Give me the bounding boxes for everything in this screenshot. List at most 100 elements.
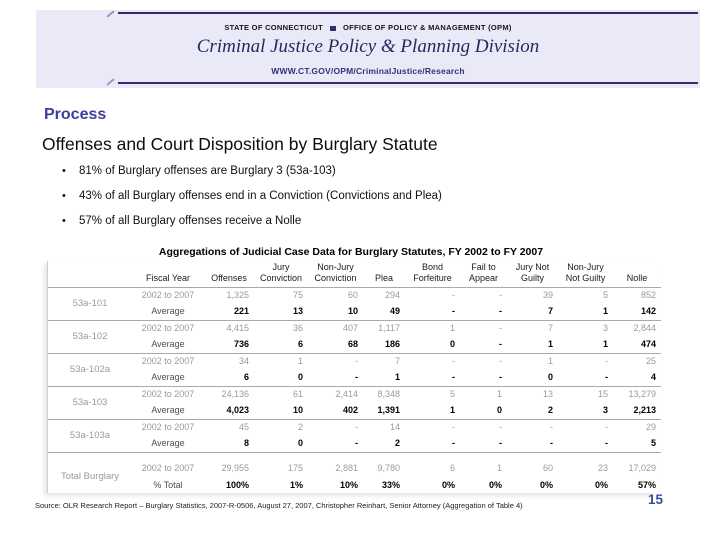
value-cell: - bbox=[605, 372, 608, 383]
value-cell: 13,279 bbox=[613, 385, 661, 403]
value-cell: 402 bbox=[342, 405, 358, 416]
spacer-row bbox=[48, 451, 661, 461]
column-header: Non-Jury Not Guilty bbox=[558, 261, 613, 288]
value-cell: 2 bbox=[394, 438, 400, 449]
value-cell: 1 bbox=[449, 405, 455, 416]
value-cell: 29 bbox=[613, 418, 661, 436]
value-cell: 1,117 bbox=[363, 319, 405, 337]
value-cell: 7 bbox=[547, 306, 553, 317]
value-cell: 8,348 bbox=[363, 385, 405, 403]
value-cell: 0% bbox=[488, 479, 502, 490]
value-cell: - bbox=[499, 306, 502, 317]
value-cell: 49 bbox=[389, 306, 400, 317]
division-url: WWW.CT.GOV/OPM/CriminalJustice/Research bbox=[271, 66, 465, 76]
page-number: 15 bbox=[648, 492, 664, 507]
fiscal-year-cell: Average bbox=[151, 339, 185, 350]
value-cell: - bbox=[355, 438, 358, 449]
value-cell: 14 bbox=[363, 418, 405, 436]
value-cell: 1 bbox=[254, 352, 308, 370]
header-bottom-rule bbox=[118, 82, 698, 84]
value-cell: 25 bbox=[613, 352, 661, 370]
value-cell: - bbox=[452, 290, 455, 300]
rule-ornament-icon bbox=[106, 78, 115, 86]
table-row: Average 4,023 10 402 1,391 1 0 2 3 2,213 bbox=[48, 403, 661, 420]
bullet-item: 43% of all Burglary offenses end in a Co… bbox=[60, 190, 442, 202]
value-cell: 0% bbox=[594, 479, 608, 490]
statute-cell: Total Burglary bbox=[60, 471, 120, 483]
value-cell: 1 bbox=[460, 385, 507, 403]
value-cell: 75 bbox=[292, 290, 303, 300]
value-cell: - bbox=[452, 372, 455, 383]
value-cell: 36 bbox=[254, 319, 308, 337]
value-cell: 1 bbox=[394, 372, 400, 383]
value-cell: 7 bbox=[363, 352, 405, 370]
value-cell: - bbox=[405, 418, 460, 436]
rule-ornament-icon bbox=[106, 10, 115, 18]
fiscal-year-cell: 2002 to 2007 bbox=[141, 463, 195, 474]
value-cell: 294 bbox=[384, 290, 400, 300]
agency-left-label: STATE OF CONNECTICUT bbox=[224, 23, 323, 32]
value-cell: 736 bbox=[233, 339, 249, 350]
source-note: Source: OLR Research Report – Burglary S… bbox=[35, 501, 523, 510]
fiscal-year-cell: Average bbox=[151, 372, 185, 383]
table-header: Fiscal Year Offenses Jury Conviction Non-Ju… bbox=[48, 261, 661, 288]
value-cell: 10% bbox=[339, 479, 358, 490]
fiscal-year-cell: Average bbox=[151, 405, 185, 416]
value-cell: 2 bbox=[547, 405, 553, 416]
bullet-item: 81% of Burglary offenses are Burglary 3 … bbox=[60, 165, 442, 177]
bullet-list: 81% of Burglary offenses are Burglary 3 … bbox=[60, 165, 442, 240]
fiscal-year-cell: 2002 to 2007 bbox=[132, 385, 204, 403]
value-cell: 10 bbox=[347, 306, 358, 317]
slide-title: Offenses and Court Disposition by Burgla… bbox=[42, 134, 438, 154]
value-cell: 6 bbox=[297, 339, 303, 350]
agency-line: STATE OF CONNECTICUT OFFICE OF POLICY & M… bbox=[36, 23, 700, 32]
value-cell: 57% bbox=[637, 479, 656, 490]
value-cell: 1 bbox=[547, 339, 553, 350]
table-row: 53a-103a 2002 to 2007 45 2-14- - - -29 bbox=[48, 418, 661, 453]
value-cell: 9,780 bbox=[377, 463, 400, 474]
statute-cell: 53a-103 bbox=[48, 385, 132, 420]
table-row: Average 6 0 - 1 - - 0 - 4 bbox=[48, 370, 661, 387]
value-cell: 1,391 bbox=[377, 405, 400, 416]
value-cell: 13 bbox=[292, 306, 303, 317]
value-cell: - bbox=[355, 372, 358, 383]
value-cell: - bbox=[507, 418, 558, 436]
value-cell: - bbox=[499, 290, 502, 300]
value-cell: 100% bbox=[225, 479, 249, 490]
value-cell: 1% bbox=[289, 479, 303, 490]
column-header: Plea bbox=[363, 261, 405, 288]
value-cell: 6 bbox=[449, 463, 455, 474]
value-cell: 0 bbox=[297, 372, 303, 383]
value-cell: - bbox=[558, 352, 613, 370]
fiscal-year-cell: % Total bbox=[153, 479, 183, 490]
value-cell: 45 bbox=[204, 418, 254, 436]
column-header bbox=[48, 261, 132, 288]
table-container: Fiscal Year Offenses Jury Conviction Non-Ju… bbox=[47, 261, 661, 494]
table-row: 53a-103 2002 to 2007 24,136 61 2,414 8,348 5 1 1… bbox=[48, 385, 661, 420]
bullet-item: 57% of all Burglary offenses receive a N… bbox=[60, 215, 442, 227]
table-row: Average 221 13 10 49 - - 7 1 142 bbox=[48, 304, 661, 321]
fiscal-year-cell: 2002 to 2007 bbox=[132, 352, 204, 370]
agency-right-label: OFFICE OF POLICY & MANAGEMENT (OPM) bbox=[342, 23, 512, 32]
value-cell: 5 bbox=[405, 385, 460, 403]
value-cell: 2,844 bbox=[613, 319, 661, 337]
value-cell: - bbox=[460, 352, 507, 370]
value-cell: - bbox=[499, 372, 502, 383]
value-cell: - bbox=[460, 319, 507, 337]
table-row: Average 8 0 - 2 - - - - 5 bbox=[48, 436, 661, 453]
value-cell: 3 bbox=[558, 319, 613, 337]
table-title: Aggregations of Judicial Case Data for B… bbox=[158, 246, 544, 258]
table-body: 53a-101 2002 to 2007 1,325 75 60 294- -39 5 852 A… bbox=[48, 287, 661, 493]
value-cell: 2 bbox=[254, 418, 308, 436]
value-cell: - bbox=[605, 438, 608, 449]
column-header: Fail to Appear bbox=[460, 261, 507, 288]
value-cell: 474 bbox=[640, 339, 656, 350]
value-cell: 1 bbox=[496, 463, 502, 474]
value-cell: 29,955 bbox=[221, 463, 249, 474]
value-cell: - bbox=[550, 438, 553, 449]
value-cell: 17,029 bbox=[628, 463, 656, 474]
value-cell: 0% bbox=[539, 479, 553, 490]
value-cell: 1,325 bbox=[226, 290, 249, 300]
table-row: Average 736 6 68 186 0 - 1 1 474 bbox=[48, 337, 661, 354]
